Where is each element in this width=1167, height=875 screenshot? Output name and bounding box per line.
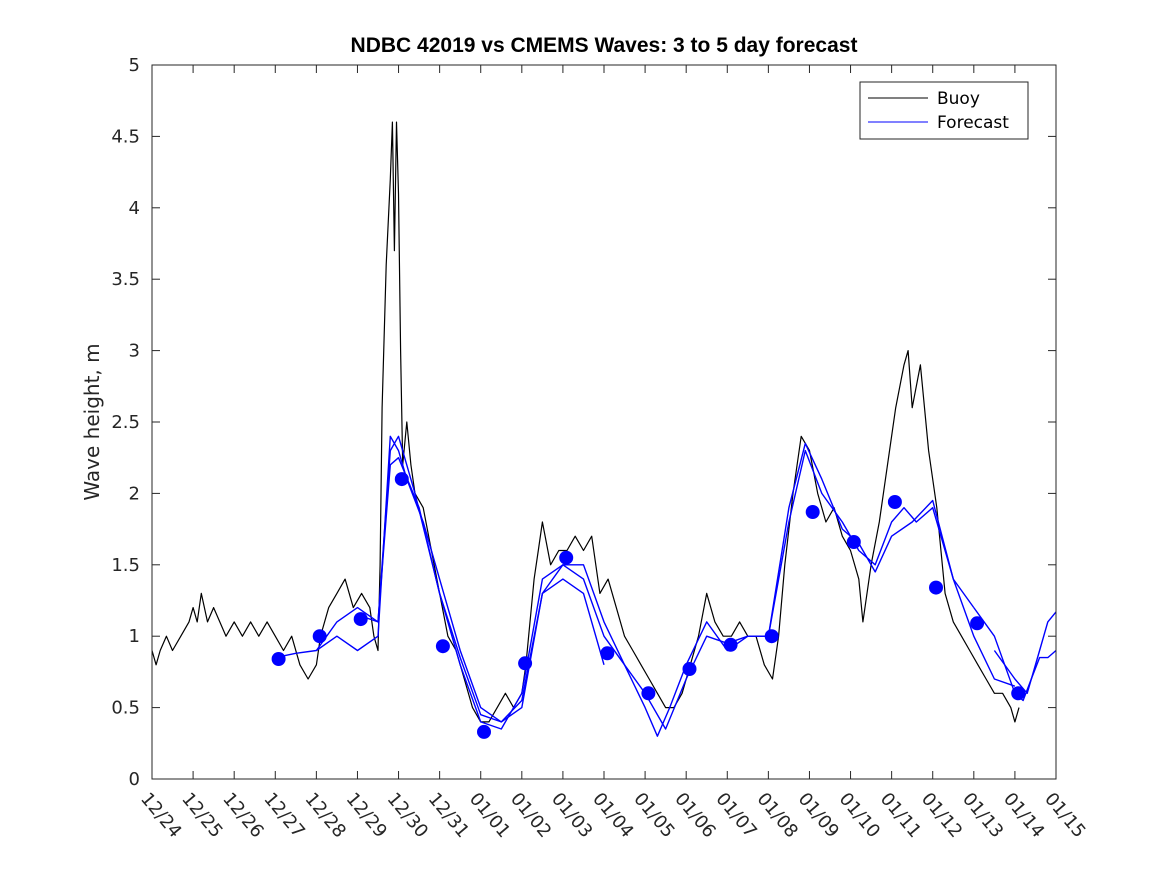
forecast-series-line-5 (993, 611, 1057, 694)
x-tick-label: 01/14 (999, 789, 1048, 842)
x-tick-label: 01/15 (1040, 789, 1089, 842)
y-tick-label: 1 (129, 626, 140, 647)
forecast-series-line-3 (357, 442, 1016, 730)
y-tick-label: 2 (129, 483, 140, 504)
x-tick-label: 01/04 (588, 789, 637, 842)
x-tick-label: 01/06 (670, 789, 719, 842)
forecast-marker-12 (723, 637, 738, 652)
forecast-marker-14 (805, 505, 820, 519)
forecast-marker-15 (846, 535, 861, 549)
x-tick-label: 01/11 (876, 789, 925, 842)
forecast-marker-16 (887, 495, 902, 509)
forecast-marker-7 (518, 656, 533, 671)
plot-area (152, 65, 1056, 779)
y-tick-label: 5 (129, 55, 140, 76)
y-tick-label: 1.5 (111, 555, 140, 576)
x-tick-label: 12/30 (383, 789, 432, 842)
forecast-marker-2 (312, 629, 327, 644)
forecast-marker-11 (682, 662, 697, 676)
x-tick-label: 12/26 (218, 789, 267, 842)
legend-buoy-label: Buoy (937, 89, 980, 109)
forecast-marker-4 (394, 472, 409, 487)
legend: Buoy Forecast (859, 81, 1029, 140)
forecast-series-line-4 (973, 607, 1057, 702)
x-tick-label: 12/25 (177, 789, 226, 842)
legend-box (859, 81, 1029, 140)
x-tick-label: 12/29 (342, 789, 391, 842)
buoy-series-line (151, 121, 1020, 723)
x-tick-label: 01/01 (465, 789, 514, 842)
data-layer (151, 121, 1057, 739)
y-axis-label: Wave height, m (80, 343, 104, 500)
forecast-marker-6 (477, 724, 491, 739)
x-tick-label: 12/27 (259, 789, 308, 842)
y-tick-label: 0.5 (111, 698, 140, 719)
chart-title: NDBC 42019 vs CMEMS Waves: 3 to 5 day fo… (351, 34, 858, 57)
y-tick-label: 3 (129, 341, 140, 362)
y-tick-label: 2.5 (111, 412, 140, 433)
x-tick-label: 01/02 (506, 789, 555, 842)
legend-forecast-label: Forecast (937, 113, 1009, 133)
x-tick-label: 01/13 (958, 789, 1007, 842)
forecast-marker-19 (1011, 686, 1026, 701)
y-tick-label: 0 (129, 769, 140, 790)
x-tick-label: 01/09 (794, 789, 843, 842)
x-tick-label: 01/08 (753, 789, 802, 842)
forecast-marker-3 (353, 612, 368, 627)
forecast-marker-8 (559, 550, 574, 565)
forecast-marker-13 (764, 629, 779, 644)
forecast-marker-18 (970, 616, 985, 631)
forecast-marker-17 (929, 580, 943, 595)
x-tick-label: 01/07 (711, 789, 760, 842)
forecast-marker-1 (271, 652, 286, 666)
forecast-marker-9 (600, 646, 615, 661)
x-tick-label: 12/24 (136, 789, 185, 842)
y-tick-label: 3.5 (111, 269, 140, 290)
x-tick-label: 12/28 (301, 789, 350, 842)
forecast-marker-10 (641, 686, 656, 701)
y-tick-label: 4 (129, 198, 140, 219)
x-tick-label: 01/10 (835, 789, 884, 842)
forecast-marker-5 (435, 639, 450, 654)
y-tick-label: 4.5 (111, 126, 140, 147)
forecast-series-line-2 (315, 435, 975, 737)
x-tick-label: 01/05 (629, 789, 678, 842)
x-tick-label: 12/31 (424, 789, 473, 842)
x-tick-label: 01/12 (917, 789, 966, 842)
x-tick-label: 01/03 (547, 789, 596, 842)
